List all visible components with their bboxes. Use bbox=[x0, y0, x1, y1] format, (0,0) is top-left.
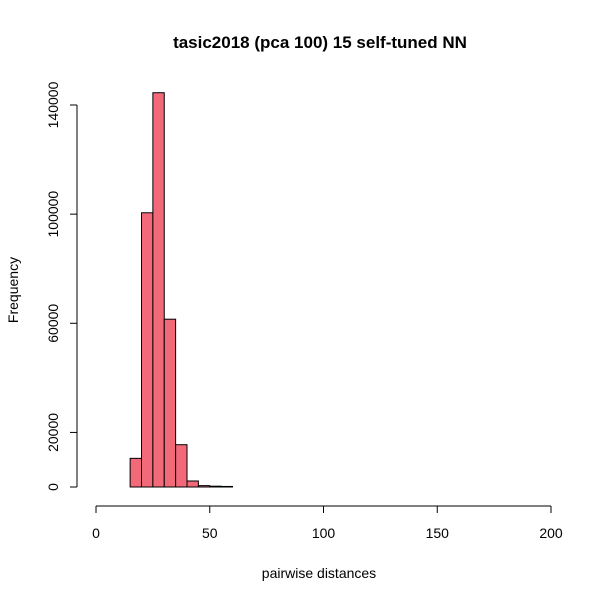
histogram-bar bbox=[220, 485, 233, 488]
y-axis: 0 20000 60000 100000 140000 bbox=[45, 81, 78, 491]
x-tick-label: 100 bbox=[312, 525, 336, 541]
y-tick-label: 20000 bbox=[45, 413, 61, 452]
x-tick-label: 150 bbox=[426, 525, 450, 541]
x-axis-label: pairwise distances bbox=[262, 565, 376, 581]
y-tick-label: 100000 bbox=[45, 191, 61, 238]
x-tick-label: 200 bbox=[539, 525, 563, 541]
bars-group bbox=[129, 92, 233, 488]
chart-title: tasic2018 (pca 100) 15 self-tuned NN bbox=[173, 33, 467, 52]
histogram-bar bbox=[163, 318, 177, 488]
y-tick-label: 0 bbox=[45, 483, 61, 491]
y-axis-label: Frequency bbox=[5, 257, 21, 323]
histogram-bar bbox=[209, 485, 222, 488]
histogram-bar bbox=[129, 457, 142, 488]
y-tick-label: 60000 bbox=[45, 304, 61, 343]
x-axis: 0 50 100 150 200 bbox=[92, 505, 563, 541]
x-tick-label: 50 bbox=[202, 525, 218, 541]
histogram-bar bbox=[152, 92, 165, 488]
histogram-bar bbox=[141, 212, 154, 488]
x-tick-label: 0 bbox=[92, 525, 100, 541]
histogram-bar bbox=[175, 444, 188, 488]
y-tick-label: 140000 bbox=[45, 81, 61, 128]
histogram-bar bbox=[197, 485, 211, 488]
histogram-bar bbox=[186, 480, 199, 488]
